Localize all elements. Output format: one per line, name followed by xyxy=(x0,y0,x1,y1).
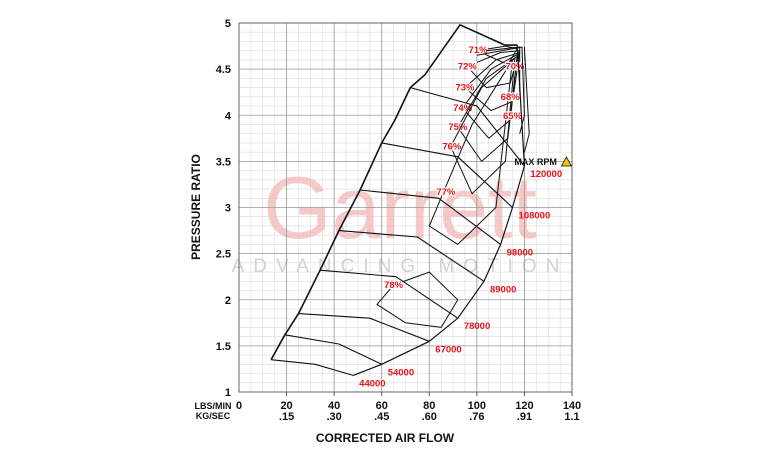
x2-tick-label: .91 xyxy=(517,411,532,423)
x-tick-label: 60 xyxy=(376,400,388,412)
choke-line xyxy=(352,45,525,376)
efficiency-label: 68% xyxy=(501,92,521,103)
x2-tick-label: .76 xyxy=(469,411,484,423)
surge-line xyxy=(270,24,518,361)
y-tick-label: 3 xyxy=(225,203,231,215)
speed-line xyxy=(320,269,459,319)
y-tick-label: 4 xyxy=(225,110,232,122)
speed-label: 120000 xyxy=(530,169,562,180)
speed-label: 108000 xyxy=(519,211,551,222)
efficiency-label: 76% xyxy=(442,142,462,153)
efficiency-contour xyxy=(457,55,518,162)
speed-label: 78000 xyxy=(464,321,490,332)
y-tick-label: 2.5 xyxy=(216,249,231,261)
speed-label: 98000 xyxy=(507,247,533,258)
speed-line xyxy=(298,313,430,342)
x-tick-label: 0 xyxy=(236,400,242,412)
efficiency-contour xyxy=(523,46,530,153)
x2-tick-label: 1.1 xyxy=(564,411,579,423)
efficiency-contour xyxy=(464,52,521,112)
y-tick-label: 3.5 xyxy=(216,156,231,168)
speed-line xyxy=(381,142,513,208)
efficiency-contour xyxy=(428,59,513,245)
efficiency-label: 78% xyxy=(384,280,404,291)
y-tick-label: 4.5 xyxy=(216,64,231,76)
x-tick-label: 40 xyxy=(328,400,340,412)
x-tick-label: 120 xyxy=(515,400,533,412)
speed-line xyxy=(271,359,354,376)
x2-tick-label: .30 xyxy=(326,411,341,423)
speed-line xyxy=(284,334,382,365)
y-tick-label: 2 xyxy=(225,295,231,307)
speed-line xyxy=(338,230,485,282)
plot-frame xyxy=(238,22,573,393)
efficiency-label: 77% xyxy=(436,187,456,198)
efficiency-label: 70% xyxy=(505,61,525,72)
x2-tick-label: .15 xyxy=(279,411,294,423)
x-unit-label: LBS/MIN xyxy=(195,401,232,411)
x2-tick-label: .45 xyxy=(374,411,389,423)
watermark-sub: ADVANCING MOTION xyxy=(232,256,569,277)
efficiency-contour xyxy=(376,271,459,328)
efficiency-label: 74% xyxy=(453,103,473,114)
x-axis-title: CORRECTED AIR FLOW xyxy=(316,431,455,445)
speed-label: 44000 xyxy=(359,378,385,389)
speed-line xyxy=(360,189,501,245)
x-tick-label: 20 xyxy=(280,400,292,412)
y-tick-label: 5 xyxy=(225,18,231,30)
x-tick-label: 100 xyxy=(468,400,486,412)
x-tick-label: 80 xyxy=(423,400,435,412)
speed-label: 54000 xyxy=(388,367,414,378)
speed-label: 67000 xyxy=(435,344,461,355)
max-rpm-label: MAX RPM xyxy=(514,157,557,167)
speed-line xyxy=(410,87,525,167)
efficiency-label: 72% xyxy=(458,61,478,72)
efficiency-label: 65% xyxy=(503,111,523,122)
efficiency-label: 73% xyxy=(455,83,475,94)
y-tick-label: 1.5 xyxy=(216,341,231,353)
efficiency-contour xyxy=(450,57,516,195)
x-tick-label: 140 xyxy=(563,400,581,412)
y-axis-title: PRESSURE RATIO xyxy=(189,154,203,260)
y-tick-label: 1 xyxy=(225,387,231,399)
x2-unit-label: KG/SEC xyxy=(196,411,231,421)
speed-label: 89000 xyxy=(490,284,516,295)
warning-icon xyxy=(560,156,573,167)
x2-tick-label: .60 xyxy=(422,411,437,423)
efficiency-label: 75% xyxy=(448,122,468,133)
